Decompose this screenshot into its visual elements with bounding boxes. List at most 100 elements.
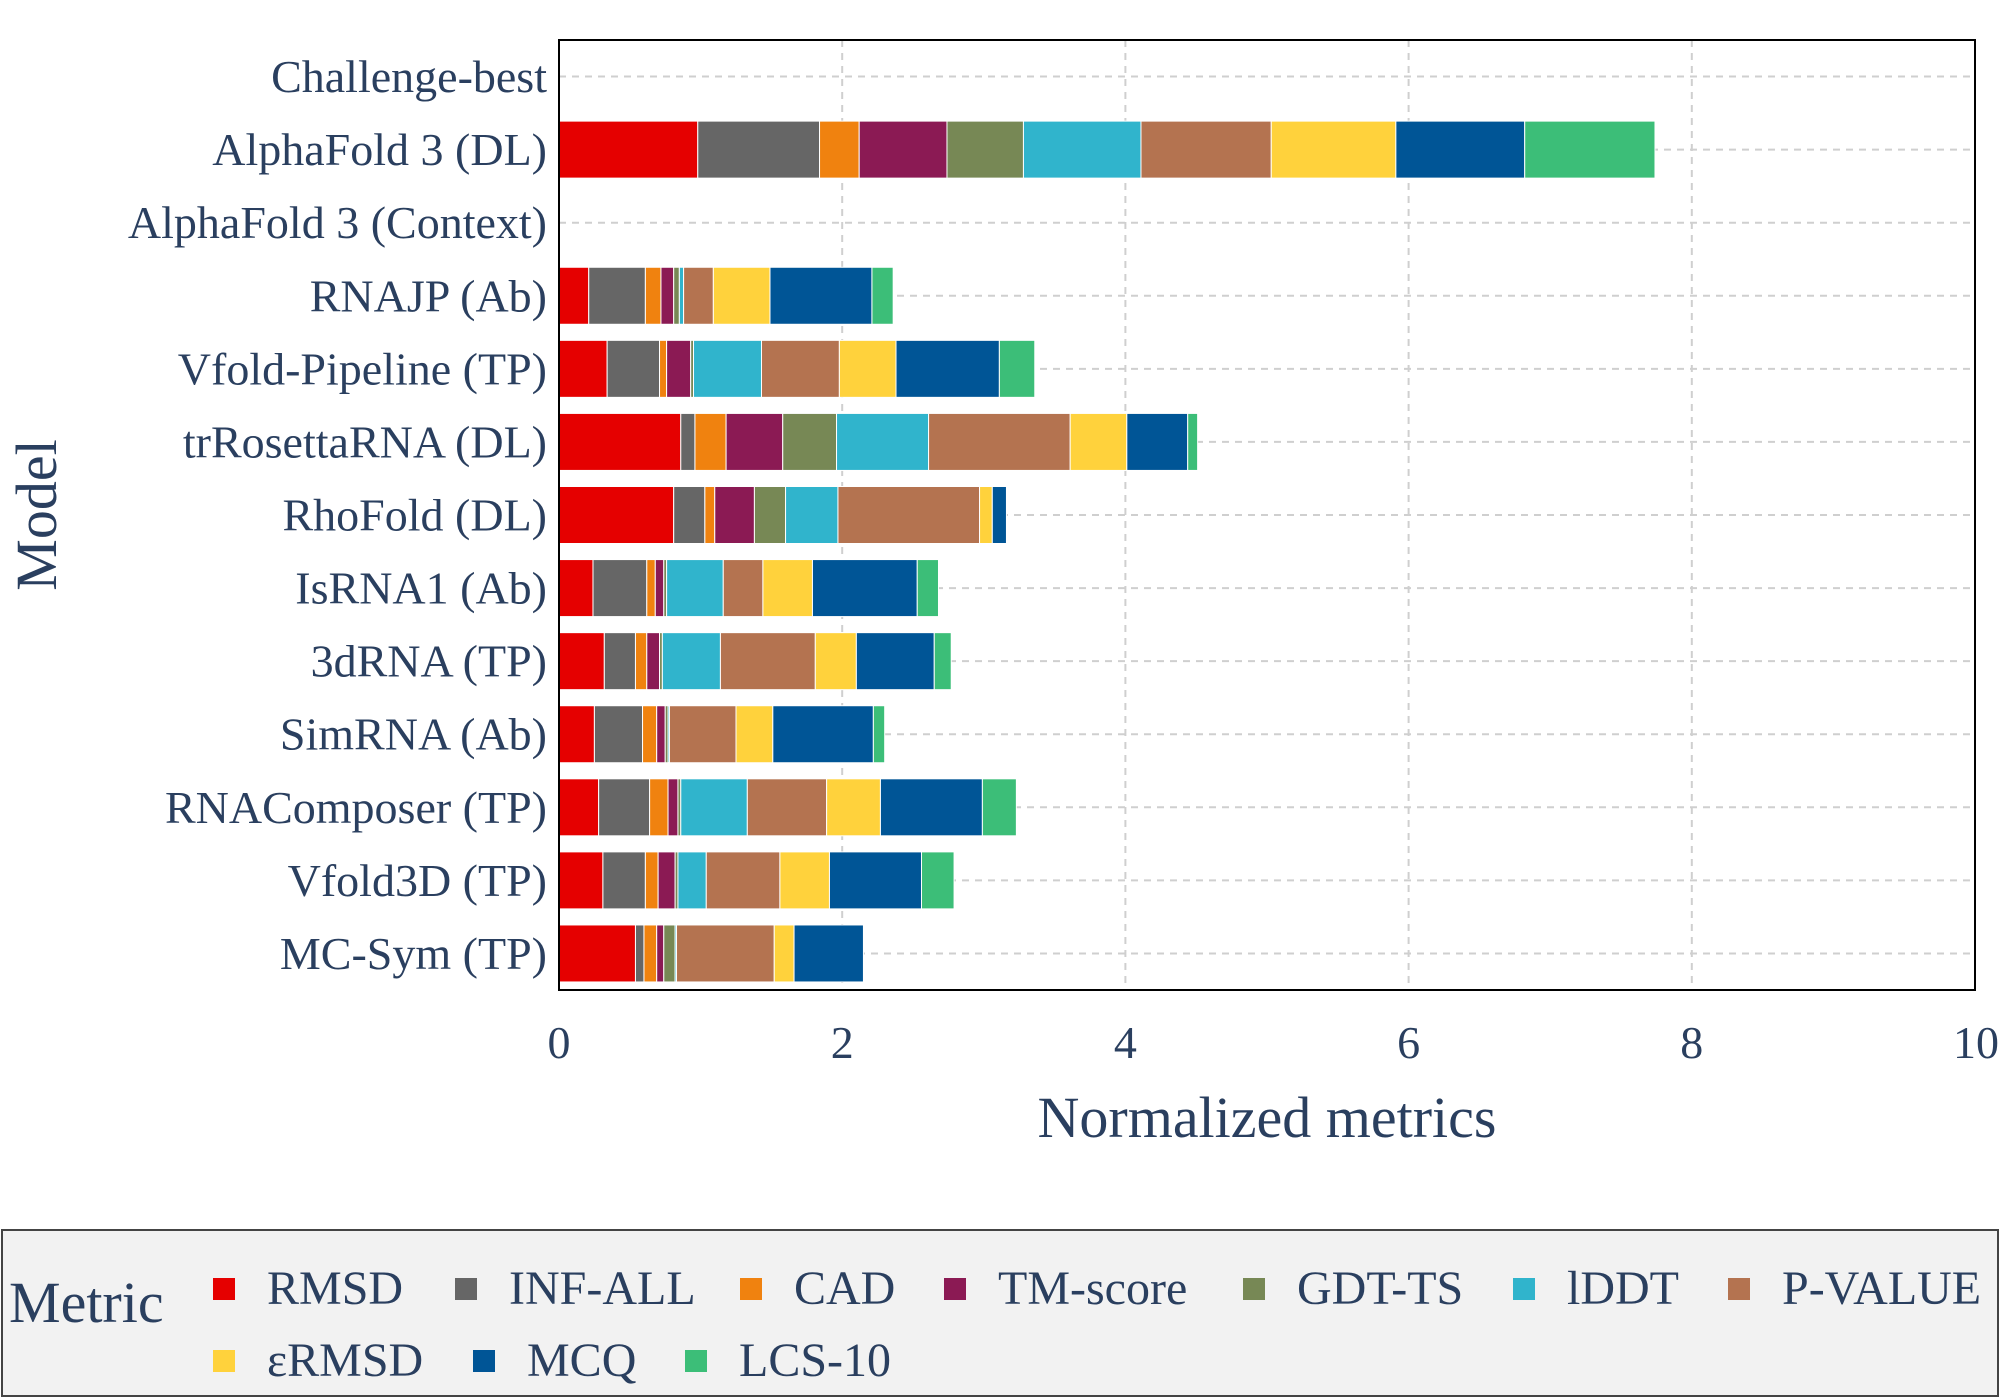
legend-swatch <box>1243 1277 1265 1300</box>
bar-segment <box>659 339 668 398</box>
y-tick-label: AlphaFold 3 (Context) <box>128 197 547 248</box>
legend-item[interactable]: lDDT <box>1513 1261 1679 1316</box>
bar-segment <box>826 778 881 837</box>
bar-segment <box>678 266 685 325</box>
legend-label: TM-score <box>998 1262 1188 1315</box>
bars <box>558 120 1656 983</box>
legend-item[interactable]: RMSD <box>213 1261 403 1316</box>
bar-segment <box>1270 120 1397 179</box>
legend-swatch <box>455 1277 477 1300</box>
bar-segment <box>793 924 864 983</box>
bar-segment <box>676 924 775 983</box>
legend-item[interactable]: εRMSD <box>213 1333 423 1388</box>
bar-segment <box>644 266 662 325</box>
bar-segment <box>819 120 860 179</box>
bar-segment <box>666 339 692 398</box>
x-tick-label: 8 <box>1680 1017 1703 1068</box>
legend-swatch <box>1513 1277 1535 1300</box>
bar-segment <box>642 705 658 764</box>
legend-item[interactable]: TM-score <box>944 1261 1187 1316</box>
y-axis-label: Model <box>4 439 69 590</box>
bar-segment <box>714 486 755 544</box>
y-tick-label: RNAJP (Ab) <box>310 270 547 321</box>
bar-segment <box>661 632 721 691</box>
bar-segment <box>558 705 595 764</box>
bar-segment <box>981 778 1017 837</box>
bar-segment <box>979 486 993 544</box>
bar-segment <box>773 924 795 983</box>
bar-segment <box>920 851 955 910</box>
legend-label: CAD <box>794 1262 896 1315</box>
bar-segment <box>667 778 679 837</box>
bar-segment <box>558 412 682 471</box>
bar-segment <box>558 632 605 691</box>
legend-item[interactable]: MCQ <box>473 1333 636 1388</box>
legend-item[interactable]: GDT-TS <box>1243 1261 1463 1316</box>
legend: Metric RMSD INF-ALL CAD TM-score GDT-TS lDDT P… <box>1 1229 1999 1397</box>
bar-segment <box>654 559 665 618</box>
legend-label: P-VALUE <box>1782 1262 1982 1315</box>
bar-segment <box>838 339 897 398</box>
bar-segment <box>872 705 886 764</box>
bar-segment <box>558 778 600 837</box>
legend-label: εRMSD <box>267 1334 424 1387</box>
y-tick-label: AlphaFold 3 (DL) <box>212 124 547 175</box>
bar-segment <box>785 486 839 544</box>
bar-segment <box>656 705 666 764</box>
bar-segment <box>643 924 658 983</box>
bar-segment <box>1395 120 1526 179</box>
bar-segment <box>895 339 1000 398</box>
bar-segment <box>782 412 838 471</box>
bar-segment <box>634 632 648 691</box>
y-tick-labels: Challenge-best AlphaFold 3 (DL) AlphaFold … <box>128 51 547 979</box>
bar-segment <box>855 632 935 691</box>
bar-segment <box>712 266 771 325</box>
bar-segment <box>606 339 661 398</box>
plot-frame <box>558 39 1976 991</box>
bar-segment <box>677 851 707 910</box>
bar-segment <box>644 851 659 910</box>
bar-segment <box>602 851 646 910</box>
x-tick-label: 10 <box>1953 1017 1999 1068</box>
bar-segment <box>746 778 828 837</box>
bar-segment <box>588 266 646 325</box>
legend-item[interactable]: P-VALUE <box>1728 1261 1981 1316</box>
legend-swatch <box>213 1277 235 1300</box>
legend-item[interactable]: CAD <box>740 1261 895 1316</box>
bar-segment <box>1126 412 1189 471</box>
bar-segment <box>660 266 675 325</box>
bar-segment <box>558 486 675 544</box>
legend-swatch <box>944 1277 966 1300</box>
bar-segment <box>558 120 699 179</box>
bar-segment <box>598 778 651 837</box>
x-tick-label: 0 <box>548 1017 571 1068</box>
bar-segment <box>697 120 821 179</box>
y-tick-label: trRosettaRNA (DL) <box>183 416 547 467</box>
legend-item[interactable]: LCS-10 <box>685 1333 891 1388</box>
legend-item[interactable]: INF-ALL <box>455 1261 696 1316</box>
x-tick-labels: 0 2 4 6 8 10 <box>548 1017 2000 1068</box>
legend-label: RMSD <box>267 1262 404 1315</box>
bar-segment <box>705 851 781 910</box>
bar-segment <box>772 705 874 764</box>
legend-label: LCS-10 <box>739 1334 892 1387</box>
y-tick-label: IsRNA1 (Ab) <box>295 563 547 614</box>
bar-segment <box>668 705 737 764</box>
bar-segment <box>928 412 1071 471</box>
bar-segment <box>837 486 981 544</box>
bar-segment <box>991 486 1007 544</box>
bar-segment <box>946 120 1024 179</box>
legend-label: INF-ALL <box>509 1262 696 1315</box>
bar-segment <box>693 339 762 398</box>
bar-segment <box>916 559 939 618</box>
legend-title: Metric <box>9 1270 164 1335</box>
bar-segment <box>858 120 948 179</box>
bar-segment <box>683 266 714 325</box>
y-tick-label: Challenge-best <box>271 51 547 102</box>
y-tick-label: Vfold-Pipeline (TP) <box>178 343 547 394</box>
bar-segment <box>657 851 676 910</box>
bar-segment <box>680 412 696 471</box>
y-tick-label: MC-Sym (TP) <box>280 928 547 979</box>
bar-segment <box>603 632 636 691</box>
x-axis-label: Normalized metrics <box>1038 1085 1497 1150</box>
